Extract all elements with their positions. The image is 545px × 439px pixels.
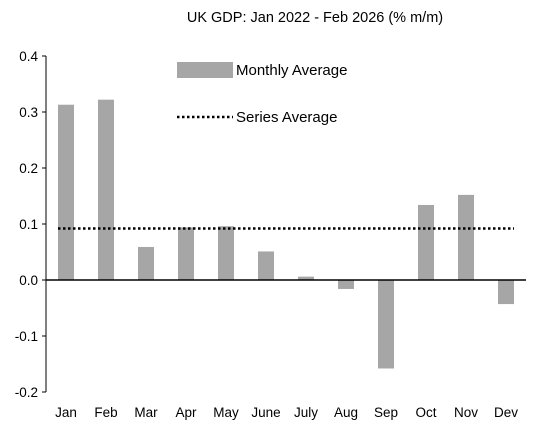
x-tick-label: Aug bbox=[334, 405, 358, 420]
bar-june bbox=[258, 251, 274, 280]
x-tick-label: Mar bbox=[134, 405, 158, 420]
x-axis-labels: Jan Feb Mar Apr May June July Aug Sep Oct Nov Dev bbox=[55, 405, 518, 420]
bar-mar bbox=[138, 246, 154, 280]
y-tick-label: 0.0 bbox=[19, 273, 38, 288]
x-tick-label: July bbox=[294, 405, 318, 420]
y-tick-label: 0.4 bbox=[19, 49, 38, 64]
x-tick-label: Sep bbox=[374, 405, 398, 420]
bar-feb bbox=[98, 99, 114, 281]
bar-apr bbox=[178, 227, 194, 280]
bar-oct bbox=[418, 204, 434, 280]
bar-sep bbox=[378, 280, 394, 369]
bar-aug bbox=[338, 280, 354, 289]
x-tick-label: Apr bbox=[175, 405, 197, 420]
bar-jan bbox=[58, 104, 74, 280]
chart-title: UK GDP: Jan 2022 - Feb 2026 (% m/m) bbox=[187, 10, 443, 26]
x-tick-label: Oct bbox=[415, 405, 436, 420]
legend-label-series-average: Series Average bbox=[236, 109, 337, 126]
bar-nov bbox=[458, 194, 474, 280]
legend-label-monthly-average: Monthly Average bbox=[236, 62, 347, 79]
x-tick-label: Jan bbox=[55, 405, 77, 420]
bar-may bbox=[218, 226, 234, 280]
y-tick-label: -0.1 bbox=[15, 329, 38, 344]
x-tick-label: Feb bbox=[94, 405, 117, 420]
bar-july bbox=[298, 276, 314, 280]
y-tick-label: 0.3 bbox=[19, 105, 38, 120]
x-tick-label: Dev bbox=[494, 405, 518, 420]
y-tick-label: 0.1 bbox=[19, 217, 38, 232]
bars-group bbox=[58, 99, 514, 369]
y-axis-ticks: 0.4 0.3 0.2 0.1 0.0 -0.1 -0.2 bbox=[15, 49, 46, 400]
y-tick-label: 0.2 bbox=[19, 161, 38, 176]
x-tick-label: Nov bbox=[454, 405, 478, 420]
x-tick-label: June bbox=[251, 405, 280, 420]
x-tick-label: May bbox=[213, 405, 239, 420]
y-tick-label: -0.2 bbox=[15, 385, 38, 400]
bar-dev bbox=[498, 280, 514, 305]
legend: Monthly Average Series Average bbox=[177, 62, 347, 126]
legend-swatch-monthly-average bbox=[177, 62, 233, 78]
